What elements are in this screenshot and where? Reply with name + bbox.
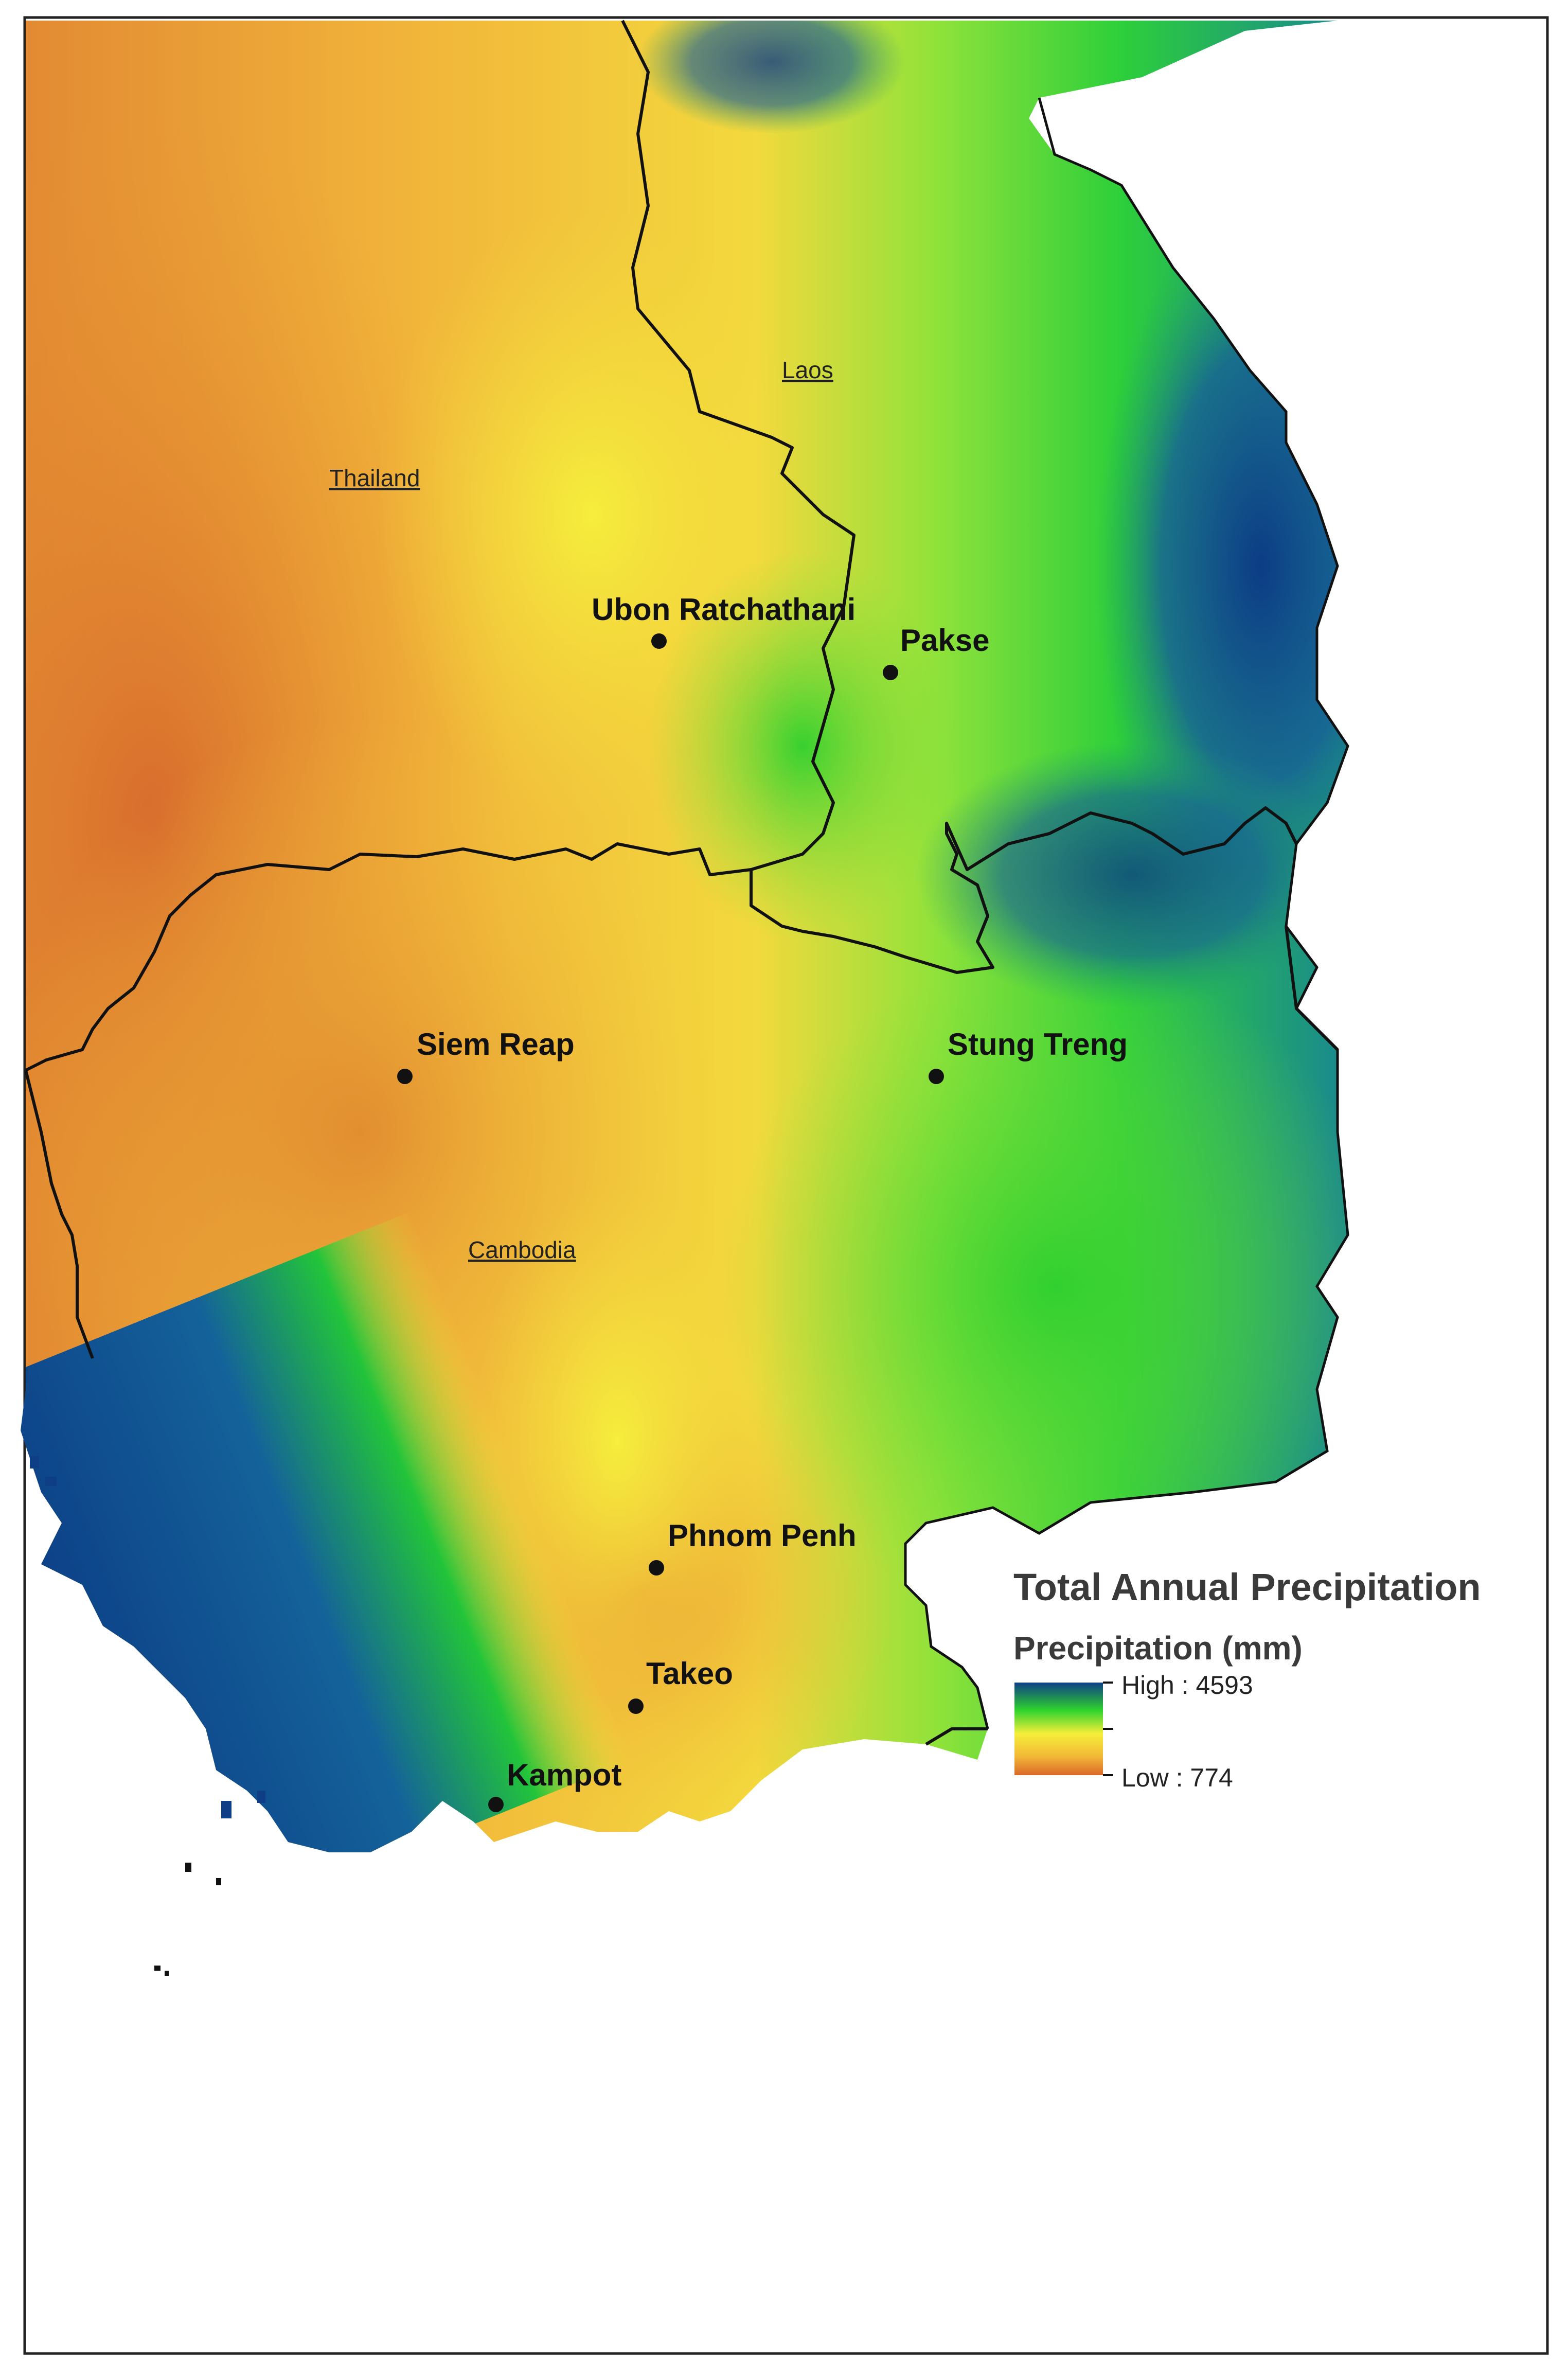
city-dot	[649, 1560, 664, 1576]
city-dot	[628, 1698, 644, 1714]
legend-subtitle: Precipitation (mm)	[1013, 1630, 1303, 1667]
city-marker-phnom-penh: Phnom Penh	[649, 1518, 857, 1576]
city-marker-stung-treng: Stung Treng	[929, 1027, 1128, 1084]
city-dot	[651, 633, 667, 649]
city-marker-takeo: Takeo	[628, 1656, 733, 1714]
border-cambodia-vietnam-south	[925, 1727, 988, 1746]
city-dot	[397, 1069, 413, 1084]
border-cambodia-vietnam	[1285, 926, 1339, 1051]
city-marker-kampot: Kampot	[488, 1758, 621, 1812]
border-thailand-cambodia	[25, 842, 752, 1072]
legend-high-label: High : 4593	[1121, 1671, 1253, 1700]
city-dot	[488, 1797, 504, 1812]
country-label-thailand: Thailand	[329, 465, 420, 491]
city-label-phnom-penh: Phnom Penh	[668, 1518, 857, 1553]
city-marker-siem-reap: Siem Reap	[397, 1027, 575, 1084]
country-label-laos: Laos	[782, 357, 833, 383]
city-label-siem-reap: Siem Reap	[417, 1027, 575, 1061]
coastal-islands	[30, 1456, 265, 1976]
legend-low-label: Low : 774	[1121, 1763, 1233, 1792]
country-borders	[24, 20, 1339, 1746]
city-label-kampot: Kampot	[507, 1758, 621, 1792]
country-label-cambodia: Cambodia	[468, 1236, 576, 1263]
border-cambodia-west	[24, 1070, 94, 1359]
city-dot	[883, 665, 898, 680]
border-thailand-laos	[621, 20, 856, 871]
legend-color-ramp	[1014, 1683, 1103, 1775]
legend-title: Total Annual Precipitation	[1013, 1566, 1481, 1608]
border-laos-cambodia	[750, 806, 1298, 974]
city-label-takeo: Takeo	[646, 1656, 733, 1691]
city-label-pakse: Pakse	[900, 623, 990, 658]
city-marker-pakse: Pakse	[883, 623, 990, 680]
city-dot	[929, 1069, 944, 1084]
city-marker-ubon: Ubon Ratchathani	[592, 592, 856, 649]
city-label-stung-treng: Stung Treng	[948, 1027, 1128, 1061]
legend: Total Annual Precipitation Precipitation…	[1013, 1566, 1481, 1792]
city-label-ubon: Ubon Ratchathani	[592, 592, 856, 627]
